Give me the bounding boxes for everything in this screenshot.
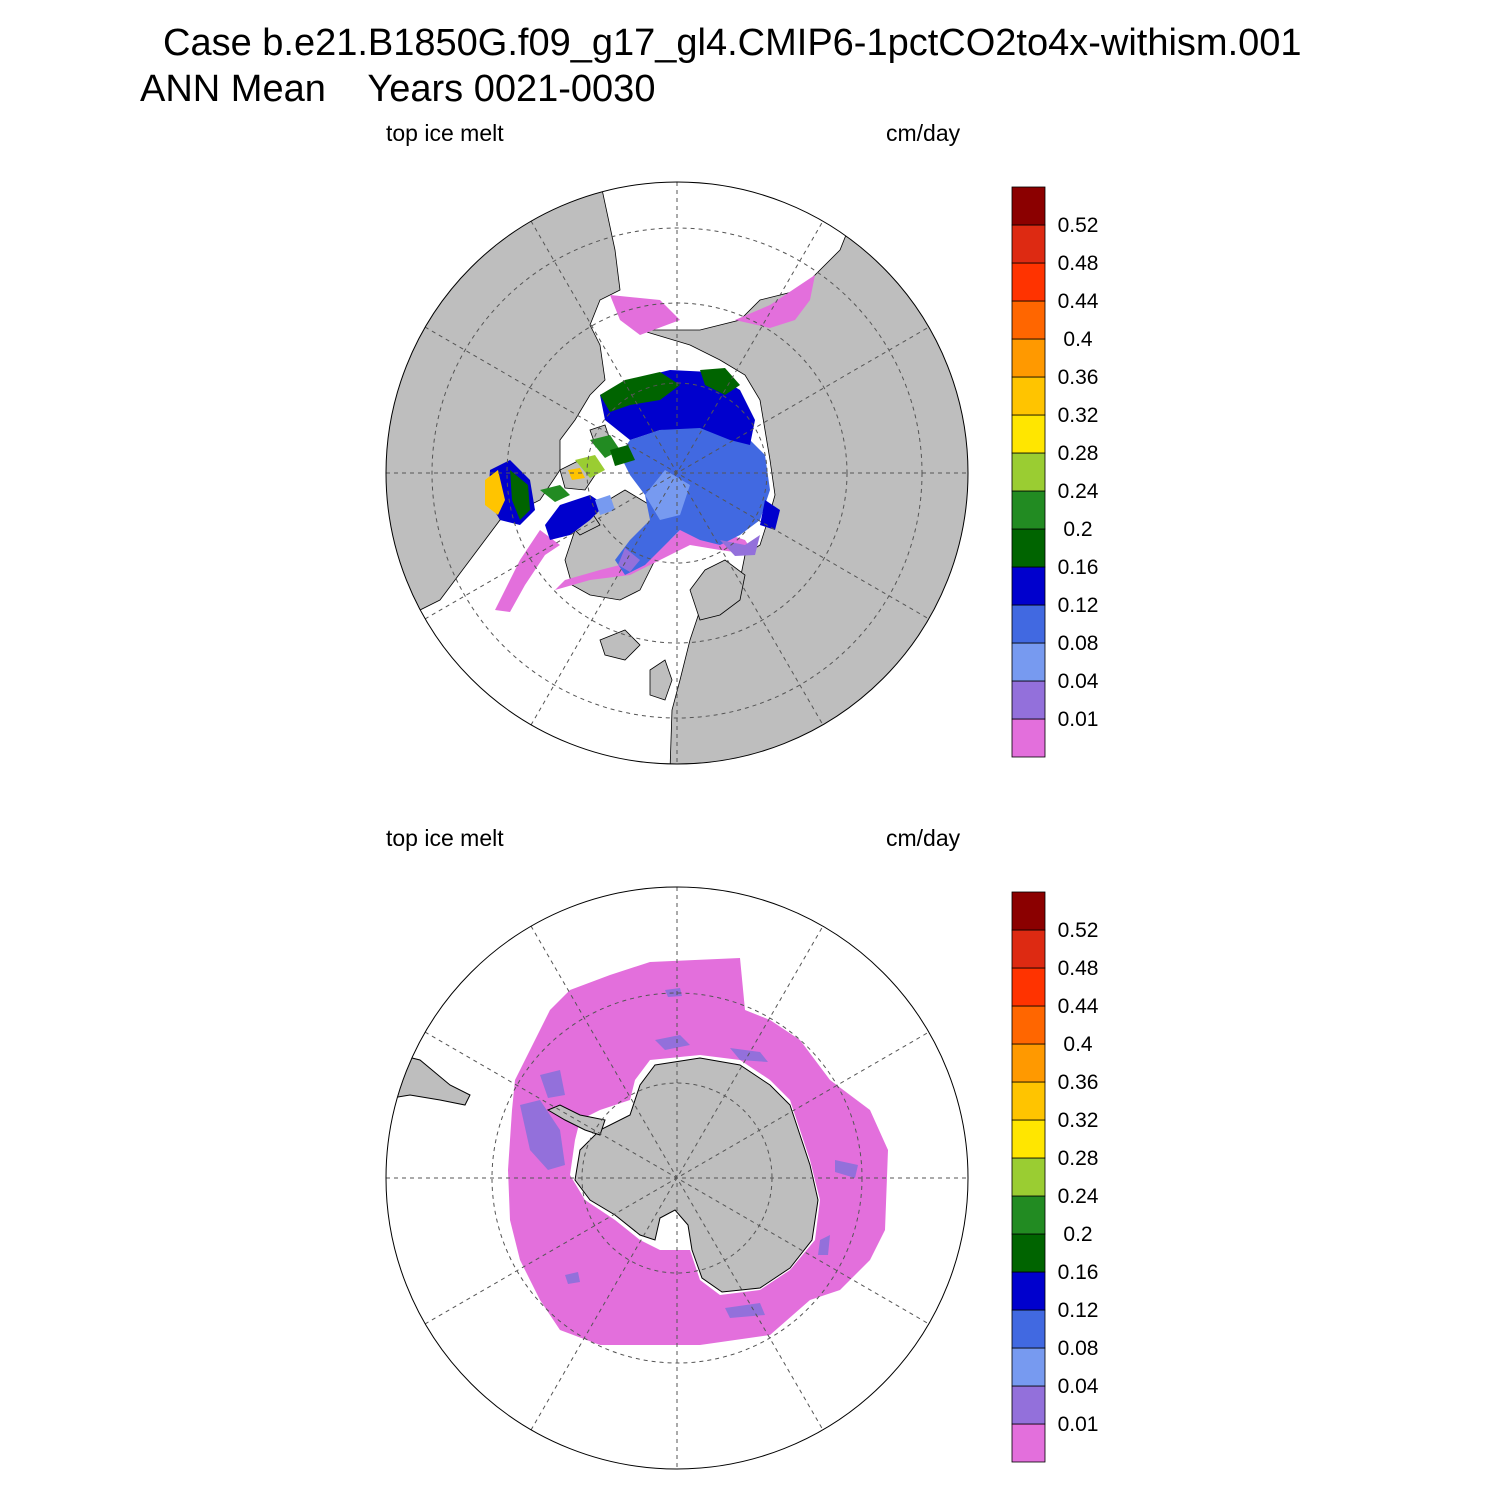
north-colorbar-tick-label: 0.28 xyxy=(1058,442,1099,465)
north-map-border xyxy=(385,181,969,765)
south-colorbar-tick-label: 0.32 xyxy=(1058,1109,1099,1132)
south-colorbar-tick-label: 0.2 xyxy=(1063,1223,1092,1246)
south-colorbar-tick-label: 0.16 xyxy=(1058,1261,1099,1284)
north-colorbar-box xyxy=(1011,452,1046,492)
north-panel-units-label: cm/day xyxy=(886,120,961,146)
north-colorbar-tick-label: 0.52 xyxy=(1058,214,1099,237)
north-colorbar-box xyxy=(1011,262,1046,302)
north-colorbar-tick-label: 0.08 xyxy=(1058,632,1099,655)
south-panel-variable-label: top ice melt xyxy=(386,825,504,851)
north-colorbar-tick-label: 0.36 xyxy=(1058,366,1099,389)
south-antarctica xyxy=(574,1057,819,1293)
figure-title-period: ANN Mean Years 0021-0030 xyxy=(140,68,656,110)
figure-title-case: Case b.e21.B1850G.f09_g17_gl4.CMIP6-1pct… xyxy=(163,22,1302,64)
north-colorbar-tick-label: 0.48 xyxy=(1058,252,1099,275)
north-colorbar-box xyxy=(1011,490,1046,530)
north-colorbar-box xyxy=(1011,224,1046,264)
north-colorbar-tick-label: 0.12 xyxy=(1058,594,1099,617)
south-colorbar-tick-label: 0.12 xyxy=(1058,1299,1099,1322)
north-colorbar-box xyxy=(1011,414,1046,454)
north-colorbar-box xyxy=(1011,718,1046,758)
south-colorbar-tick-label: 0.52 xyxy=(1058,919,1099,942)
north-colorbar-box xyxy=(1011,186,1046,226)
south-colorbar: 0.01 0.04 0.08 0.12 0.16 0.2 0.24 0.28 0.32 0.36 0… xyxy=(1011,891,1099,1463)
south-colorbar-tick-label: 0.48 xyxy=(1058,957,1099,980)
south-colorbar-box xyxy=(1011,1005,1046,1045)
north-colorbar-box xyxy=(1011,338,1046,378)
south-melt-patches xyxy=(520,988,858,1318)
north-colorbar-box xyxy=(1011,528,1046,568)
south-antarctic-peninsula xyxy=(546,1104,606,1136)
north-colorbar-tick-label: 0.16 xyxy=(1058,556,1099,579)
south-colorbar-tick-label: 0.04 xyxy=(1058,1375,1099,1398)
south-colorbar-box xyxy=(1011,1309,1046,1349)
north-colorbar-tick-label: 0.4 xyxy=(1063,328,1093,351)
south-colorbar-box xyxy=(1011,1157,1046,1197)
south-colorbar-box xyxy=(1011,1233,1046,1273)
north-colorbar-tick-label: 0.2 xyxy=(1063,518,1092,541)
north-colorbar-box xyxy=(1011,300,1046,340)
south-map-border xyxy=(385,886,969,1470)
south-colorbar-box xyxy=(1011,891,1046,931)
north-colorbar-tick-label: 0.01 xyxy=(1058,708,1099,731)
north-colorbar-tick-label: 0.04 xyxy=(1058,670,1099,693)
south-colorbar-box xyxy=(1011,967,1046,1007)
south-colorbar-tick-label: 0.44 xyxy=(1058,995,1099,1018)
south-colorbar-tick-label: 0.36 xyxy=(1058,1071,1099,1094)
north-colorbar-tick-label: 0.44 xyxy=(1058,290,1099,313)
south-colorbar-box xyxy=(1011,1119,1046,1159)
south-colorbar-tick-label: 0.24 xyxy=(1058,1185,1099,1208)
south-polar-map xyxy=(385,886,969,1470)
north-polar-map xyxy=(385,181,969,765)
south-colorbar-box xyxy=(1011,1043,1046,1083)
north-colorbar-box xyxy=(1011,566,1046,606)
south-colorbar-tick-label: 0.08 xyxy=(1058,1337,1099,1360)
north-graticule xyxy=(386,182,968,764)
north-panel-variable-label: top ice melt xyxy=(386,120,504,146)
south-panel-units-label: cm/day xyxy=(886,825,961,851)
south-colorbar-box xyxy=(1011,1423,1046,1463)
north-colorbar-tick-label: 0.24 xyxy=(1058,480,1099,503)
south-melt-field xyxy=(508,958,888,1345)
north-colorbar-box xyxy=(1011,680,1046,720)
north-colorbar-tick-label: 0.32 xyxy=(1058,404,1099,427)
north-colorbar-box xyxy=(1011,376,1046,416)
north-colorbar-box xyxy=(1011,604,1046,644)
south-colorbar-tick-label: 0.28 xyxy=(1058,1147,1099,1170)
south-landmass-hint xyxy=(935,1420,968,1469)
south-colorbar-tick-label: 0.4 xyxy=(1063,1033,1093,1056)
south-graticule xyxy=(386,887,968,1469)
north-colorbar: 0.01 0.04 0.08 0.12 0.16 0.2 0.24 0.28 0.32 0.36 0… xyxy=(1011,186,1099,758)
south-colorbar-box xyxy=(1011,1385,1046,1425)
south-colorbar-box xyxy=(1011,1195,1046,1235)
south-colorbar-box xyxy=(1011,1347,1046,1387)
south-colorbar-box xyxy=(1011,929,1046,969)
south-colorbar-box xyxy=(1011,1271,1046,1311)
south-colorbar-tick-label: 0.01 xyxy=(1058,1413,1099,1436)
south-colorbar-box xyxy=(1011,1081,1046,1121)
north-colorbar-box xyxy=(1011,642,1046,682)
